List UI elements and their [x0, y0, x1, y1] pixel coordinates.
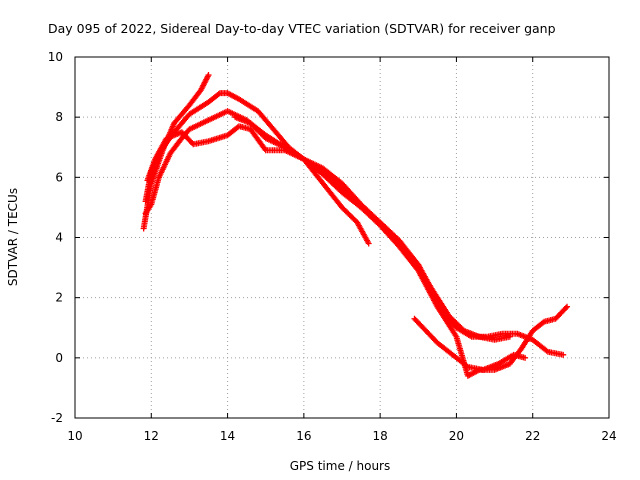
- x-tick-label: 12: [144, 429, 159, 443]
- x-tick-label: 18: [373, 429, 388, 443]
- y-tick-label: 0: [55, 351, 63, 365]
- y-tick-label: 6: [55, 170, 63, 184]
- y-axis-label: SDTVAR / TECUs: [6, 188, 20, 286]
- data-point: [215, 91, 222, 98]
- data-point: [522, 354, 529, 361]
- x-axis-label: GPS time / hours: [290, 459, 391, 473]
- data-point: [365, 240, 372, 247]
- y-tick-label: 8: [55, 110, 63, 124]
- x-tick-label: 20: [449, 429, 464, 443]
- data-point: [562, 304, 569, 311]
- data-point: [564, 303, 571, 310]
- y-tick-label: 2: [55, 291, 63, 305]
- x-tick-label: 10: [67, 429, 82, 443]
- x-tick-label: 14: [220, 429, 235, 443]
- series-track-2: [142, 90, 513, 343]
- data-point: [560, 351, 567, 358]
- y-tick-label: 10: [48, 50, 63, 64]
- series-track-6: [411, 315, 529, 373]
- grid-lines: [75, 57, 609, 418]
- series-track-5: [232, 114, 567, 358]
- y-tick-label: -2: [51, 411, 63, 425]
- data-point: [506, 333, 513, 340]
- data-point: [205, 72, 212, 79]
- y-tick-label: 4: [55, 231, 63, 245]
- x-tick-label: 24: [601, 429, 616, 443]
- chart-title: Day 095 of 2022, Sidereal Day-to-day VTE…: [48, 21, 556, 36]
- x-tick-label: 16: [296, 429, 311, 443]
- data-points: [140, 72, 571, 379]
- x-tick-label: 22: [525, 429, 540, 443]
